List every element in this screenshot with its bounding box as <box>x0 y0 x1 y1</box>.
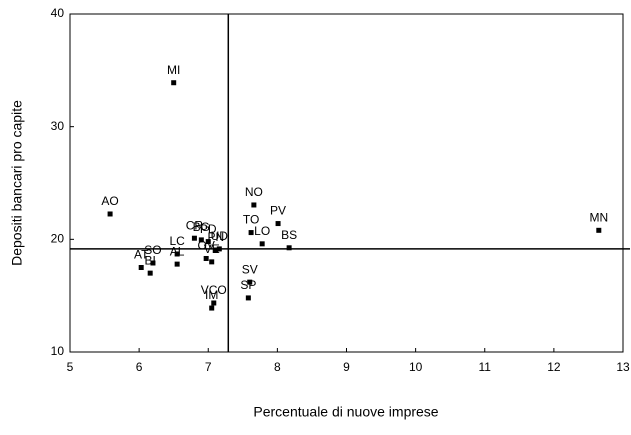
point <box>209 259 215 265</box>
point <box>205 239 211 245</box>
x-tick-label: 9 <box>343 360 350 374</box>
point-label: AO <box>101 194 118 208</box>
point-label: SO <box>144 243 161 257</box>
point-label: IM <box>205 288 218 302</box>
point-label: MI <box>167 63 180 77</box>
point-label: PN <box>208 230 225 244</box>
point <box>275 221 281 227</box>
x-tick-label: 11 <box>479 360 492 374</box>
x-tick-label: 12 <box>547 360 561 374</box>
point-label: OV <box>198 239 215 253</box>
point <box>138 265 144 270</box>
point <box>203 255 209 261</box>
point <box>211 300 217 306</box>
point <box>213 247 219 253</box>
y-tick-label: 30 <box>51 119 65 133</box>
point-label: VE <box>204 242 220 256</box>
point <box>216 246 222 252</box>
x-axis-title: Percentuale di nuove imprese <box>253 404 438 420</box>
point-label: NO <box>245 185 263 199</box>
x-tick-label: 5 <box>67 360 74 374</box>
x-tick-label: 13 <box>616 360 630 374</box>
point-label: SP <box>240 278 256 292</box>
point-label: CR <box>186 218 204 232</box>
point-label: VCO <box>201 283 227 297</box>
x-tick-label: 10 <box>409 360 423 374</box>
point <box>147 270 153 276</box>
point-label: SV <box>242 262 258 276</box>
point-label: AL <box>170 244 185 258</box>
y-tick-label: 20 <box>51 232 65 246</box>
y-axis-title: Depositi bancari pro capite <box>9 100 25 266</box>
point <box>248 230 254 236</box>
point <box>174 261 180 267</box>
point <box>174 251 180 257</box>
point-label: LO <box>254 224 270 238</box>
point <box>259 241 265 247</box>
point <box>247 279 253 285</box>
point <box>596 227 602 233</box>
point <box>198 237 204 243</box>
point <box>286 245 292 251</box>
point-label: PV <box>270 204 286 218</box>
x-tick-label: 6 <box>136 360 143 374</box>
plot-frame <box>69 13 624 353</box>
y-tick-label: 10 <box>51 344 65 358</box>
y-tick-label: 40 <box>51 6 65 20</box>
point-label: MN <box>589 210 608 224</box>
point-label: LC <box>169 234 185 248</box>
point-label: BI <box>145 253 156 267</box>
point-label: PD <box>200 222 217 236</box>
point <box>251 202 257 208</box>
point-label: BS <box>281 228 297 242</box>
point <box>191 235 197 241</box>
point-label: TO <box>243 213 259 227</box>
x-tick-label: 7 <box>205 360 212 374</box>
point-label: UD <box>211 229 229 243</box>
point <box>171 80 177 86</box>
x-tick-label: 8 <box>274 360 281 374</box>
point-label: AT <box>134 248 149 262</box>
point <box>107 211 113 217</box>
point-label: BG <box>193 220 210 234</box>
point <box>209 305 215 311</box>
point <box>150 260 156 266</box>
point <box>245 295 251 301</box>
